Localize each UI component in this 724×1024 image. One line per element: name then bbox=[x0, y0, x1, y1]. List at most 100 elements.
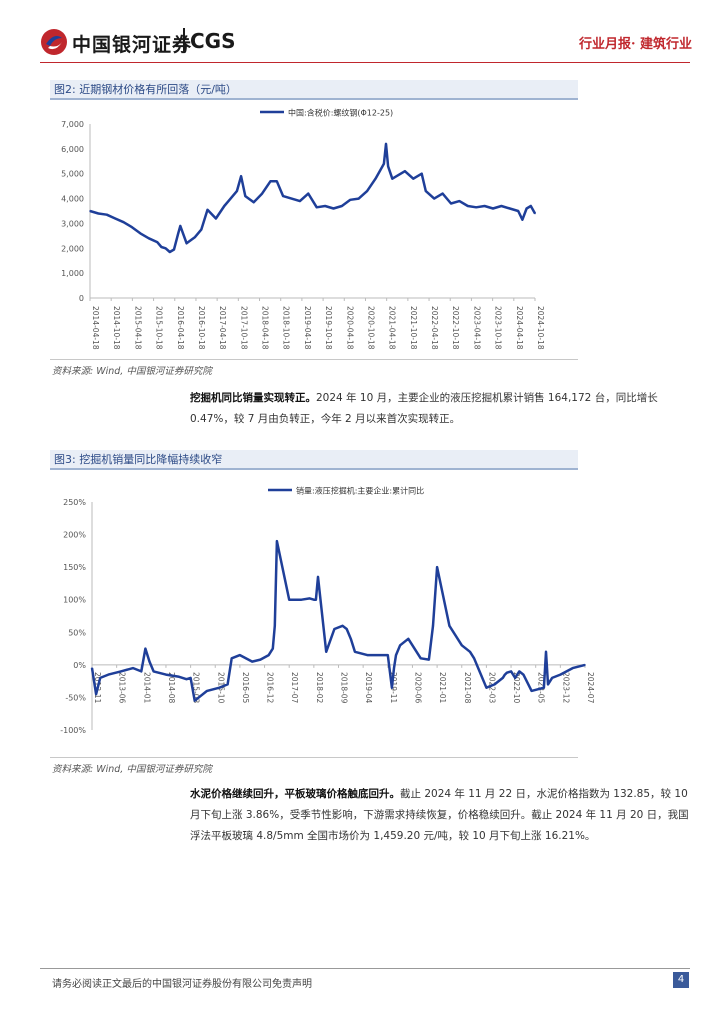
excavator-data-point bbox=[522, 673, 525, 676]
steel-x-tick-label: 2020-04-18 bbox=[345, 306, 354, 350]
excavator-x-tick-label: 2017-07 bbox=[290, 672, 299, 704]
excavator-data-point bbox=[514, 677, 516, 679]
steel-data-point bbox=[276, 180, 278, 182]
excavator-data-point bbox=[506, 671, 508, 674]
excavator-x-tick-label: 2014-01 bbox=[142, 672, 151, 704]
steel-data-point bbox=[148, 237, 150, 240]
steel-data-point bbox=[223, 205, 226, 207]
steel-data-point bbox=[324, 205, 326, 207]
figure3-source: 资料来源: Wind, 中国银河证券研究院 bbox=[52, 764, 212, 775]
steel-data-point bbox=[467, 205, 469, 207]
excavator-data-point bbox=[502, 677, 504, 679]
excavator-data-point bbox=[107, 673, 110, 676]
excavator-paragraph-body: 2024 年 10 月，主要企业的液压挖掘机累计销售 164,172 台，同比增… bbox=[190, 392, 658, 425]
steel-data-point bbox=[240, 175, 242, 177]
steel-x-tick-label: 2016-10-18 bbox=[197, 306, 206, 350]
excavator-y-tick-label: 200% bbox=[63, 531, 86, 540]
excavator-data-point bbox=[547, 683, 549, 686]
steel-data-point bbox=[282, 195, 284, 197]
excavator-y-tick-label: -100% bbox=[60, 726, 86, 735]
excavator-data-point bbox=[543, 686, 545, 689]
steel-data-point bbox=[299, 200, 301, 202]
steel-data-point bbox=[179, 225, 182, 227]
steel-x-tick-label: 2018-10-18 bbox=[282, 306, 291, 350]
excavator-data-point bbox=[391, 686, 393, 689]
excavator-y-tick-label: 100% bbox=[63, 596, 86, 605]
excavator-data-point bbox=[461, 644, 463, 647]
steel-x-tick-label: 2022-04-18 bbox=[430, 306, 439, 350]
steel-data-point bbox=[425, 190, 427, 192]
excavator-y-tick-label: -50% bbox=[65, 693, 86, 702]
excavator-data-point bbox=[428, 658, 430, 661]
page-number: 4 bbox=[673, 972, 689, 988]
excavator-x-tick-label: 2019-04 bbox=[364, 672, 373, 704]
excavator-data-point bbox=[378, 654, 381, 656]
steel-x-tick-label: 2015-10-18 bbox=[155, 306, 164, 350]
excavator-x-tick-label: 2014-08 bbox=[167, 672, 176, 704]
excavator-data-point bbox=[518, 670, 521, 673]
steel-data-point bbox=[517, 210, 519, 212]
steel-x-tick-label: 2015-04-18 bbox=[133, 306, 142, 350]
excavator-data-point bbox=[516, 673, 518, 676]
excavator-data-point bbox=[354, 651, 356, 653]
excavator-data-point bbox=[152, 670, 155, 673]
steel-y-tick-label: 7,000 bbox=[61, 120, 84, 129]
excavator-x-tick-label: 2016-12 bbox=[266, 672, 275, 704]
steel-data-point bbox=[450, 202, 452, 205]
steel-data-point bbox=[534, 212, 536, 215]
steel-data-point bbox=[114, 217, 116, 220]
steel-data-point bbox=[269, 180, 272, 182]
excavator-data-point bbox=[132, 667, 134, 669]
excavator-data-point bbox=[313, 598, 315, 601]
steel-y-tick-label: 4,000 bbox=[61, 195, 84, 204]
excavator-x-tick-label: 2018-02 bbox=[315, 672, 324, 704]
excavator-data-point bbox=[571, 667, 574, 669]
excavator-data-point bbox=[272, 647, 274, 650]
steel-data-point bbox=[525, 207, 528, 210]
excavator-data-point bbox=[387, 654, 389, 656]
excavator-data-point bbox=[530, 690, 533, 692]
steel-data-point bbox=[420, 172, 423, 175]
steel-x-tick-label: 2024-10-18 bbox=[536, 306, 545, 350]
steel-price-chart: 中国:含税价:螺纹钢(Φ12-25) 0 1,000 2,000 3,000 4,000 5… bbox=[61, 108, 545, 350]
excavator-x-tick-label: 2015-03 bbox=[192, 672, 201, 704]
steel-y-tick-label: 6,000 bbox=[61, 145, 84, 154]
excavator-data-point bbox=[407, 638, 410, 640]
steel-data-point bbox=[521, 218, 524, 221]
excavator-data-point bbox=[469, 651, 471, 653]
excavator-data-point bbox=[95, 693, 97, 695]
excavator-data-point bbox=[165, 673, 167, 676]
steel-data-point bbox=[387, 165, 389, 168]
steel-data-point bbox=[194, 236, 196, 238]
excavator-data-point bbox=[120, 670, 122, 673]
excavator-legend-label: 销量:液压挖掘机:主要企业:累计同比 bbox=[296, 486, 424, 496]
excavator-data-point bbox=[345, 628, 348, 630]
steel-data-point bbox=[261, 192, 263, 195]
cement-glass-paragraph: 水泥价格继续回升，平板玻璃价格触底回升。截止 2024 年 11 月 22 日，… bbox=[190, 784, 690, 847]
steel-data-point bbox=[131, 226, 133, 228]
brand-name-cn: 中国银河证券 bbox=[72, 34, 193, 56]
excavator-data-point bbox=[189, 677, 192, 679]
excavator-x-tick-label: 2021-08 bbox=[463, 672, 472, 704]
steel-data-point bbox=[385, 143, 387, 145]
steel-data-point bbox=[106, 213, 108, 216]
steel-x-tick-label: 2021-10-18 bbox=[409, 306, 418, 350]
steel-data-point bbox=[441, 192, 444, 195]
steel-data-point bbox=[500, 205, 503, 207]
steel-x-tick-label: 2018-04-18 bbox=[261, 306, 270, 350]
steel-data-point bbox=[391, 177, 394, 180]
cement-glass-paragraph-body: 截止 2024 年 11 月 22 日，水泥价格指数为 132.85，较 10 … bbox=[190, 788, 689, 842]
excavator-y-tick-label: 150% bbox=[63, 563, 86, 572]
excavator-data-point bbox=[393, 667, 395, 669]
steel-x-tick-label: 2024-04-18 bbox=[515, 306, 524, 350]
steel-y-tick-label: 0 bbox=[79, 294, 84, 303]
steel-data-point bbox=[341, 205, 343, 207]
steel-data-point bbox=[177, 232, 179, 235]
steel-data-point bbox=[366, 190, 368, 192]
excavator-series-line bbox=[90, 539, 586, 702]
brand-name-en: CGS bbox=[190, 29, 236, 53]
excavator-data-point bbox=[267, 654, 270, 656]
excavator-data-point bbox=[545, 651, 547, 653]
steel-data-point bbox=[200, 228, 203, 231]
excavator-data-point bbox=[193, 699, 196, 702]
